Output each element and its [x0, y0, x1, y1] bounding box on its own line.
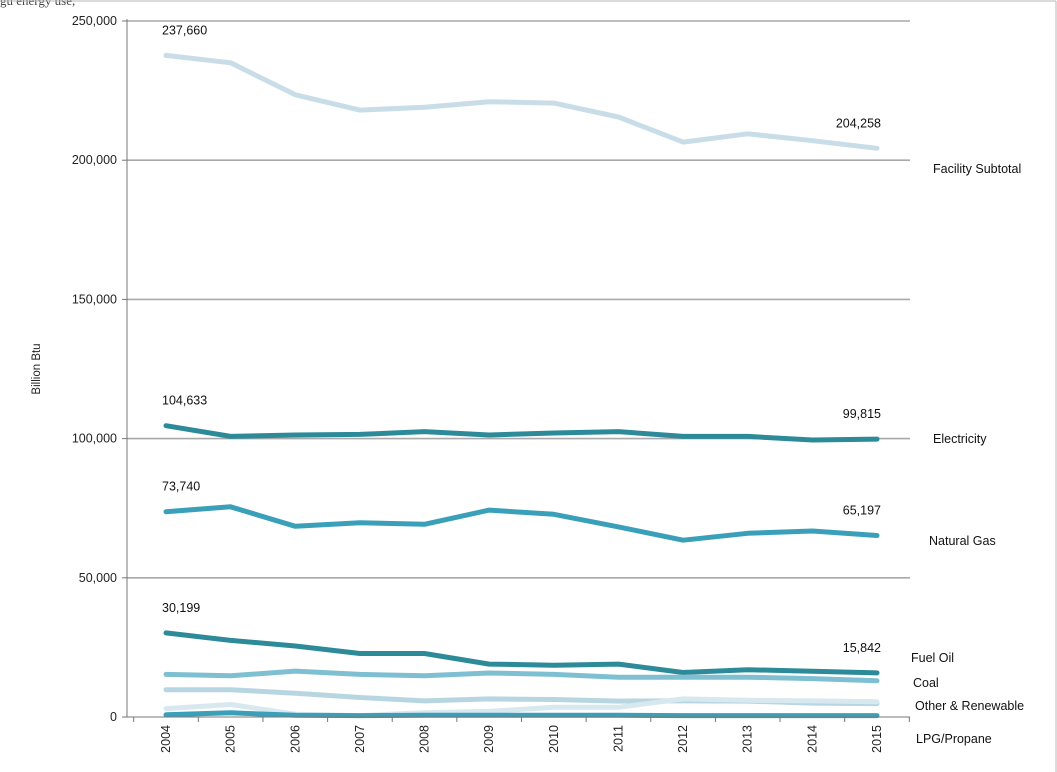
series-label: Natural Gas [929, 534, 996, 548]
y-tick-label: 150,000 [72, 292, 117, 306]
series-label: Coal [913, 676, 939, 690]
data-label: 30,199 [162, 601, 200, 615]
data-label: 237,660 [162, 23, 207, 37]
x-tick-label: 2013 [741, 725, 755, 753]
x-tick-label: 2015 [870, 725, 884, 753]
series-label: Fuel Oil [911, 651, 954, 665]
x-tick-label: 2007 [353, 725, 367, 753]
data-label: 73,740 [162, 480, 200, 494]
x-tick-label: 2006 [288, 725, 302, 753]
header-fragment: gu energy use, [0, 0, 76, 8]
series-line-electricity [163, 423, 880, 443]
data-label: 104,633 [162, 394, 207, 408]
series-label: Facility Subtotal [933, 162, 1021, 176]
series-line-natural-gas [163, 504, 880, 543]
data-label: 99,815 [843, 407, 881, 421]
x-tick-label: 2005 [224, 725, 238, 753]
x-tick-label: 2009 [482, 725, 496, 753]
y-tick-label: 200,000 [72, 153, 117, 167]
series-line-facility-subtotal [163, 52, 880, 151]
y-tick-label: 250,000 [72, 14, 117, 28]
x-tick-label: 2012 [676, 725, 690, 753]
series-label: LPG/Propane [916, 732, 992, 746]
x-tick-label: 2008 [418, 725, 432, 753]
data-label: 204,258 [836, 116, 881, 130]
y-axis-title: Billion Btu [31, 343, 43, 394]
series-line-coal [163, 668, 880, 684]
y-tick-label: 50,000 [79, 571, 117, 585]
series-label: Electricity [933, 432, 987, 446]
x-tick-label: 2010 [547, 725, 561, 753]
y-tick-label: 100,000 [72, 432, 117, 446]
series-label: Other & Renewable [915, 699, 1024, 713]
series-line-lpg-propane [163, 710, 880, 719]
series-line-fuel-oil [163, 630, 880, 676]
y-tick-label: 0 [110, 710, 117, 724]
data-label: 65,197 [843, 503, 881, 517]
data-label: 15,842 [843, 641, 881, 655]
x-tick-label: 2004 [159, 725, 173, 753]
x-tick-label: 2011 [611, 725, 625, 752]
x-tick-label: 2014 [805, 725, 819, 753]
